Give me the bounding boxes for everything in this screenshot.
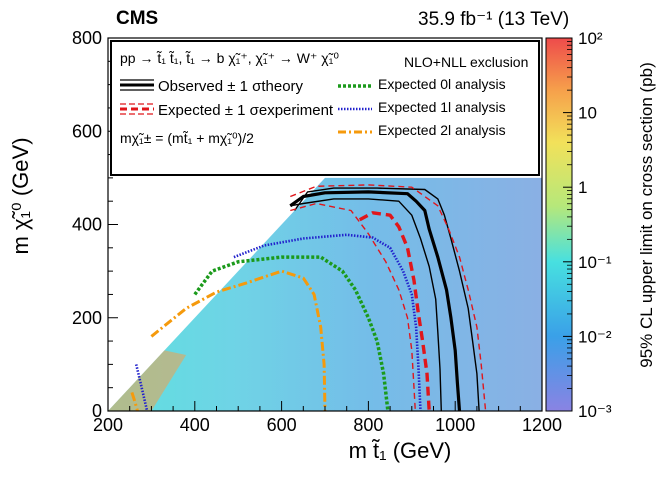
x-tick-label: 600 [267,415,297,435]
curve-observed_minus [290,198,442,411]
legend-expected: Expected ± 1 σexperiment [158,102,334,119]
experiment-label: CMS [116,8,159,29]
curve-exp1l_low [134,364,149,411]
y-axis-label: m χ̃₁⁰ (GeV) [8,137,33,254]
luminosity-label: 35.9 fb⁻¹ (13 TeV) [418,9,570,30]
z-tick-label: 10⁻² [578,327,612,346]
colorbar-ticks: 10⁻³ 10⁻² 10⁻¹ 1 10 10² [563,29,612,421]
x-tick-label: 1200 [522,415,562,435]
exclusion-curves [130,184,487,411]
legend-observed: Observed ± 1 σtheory [158,78,304,95]
heatmap-warm-corner [108,350,187,411]
x-tick-label: 400 [180,415,210,435]
legend: pp → t̃₁ t̃₁, t̃₁ → b χ̃₁⁺, χ̃₁⁺ → W⁺ χ̃… [110,40,540,176]
colorbar-label: 95% CL upper limit on cross section (pb) [637,62,656,368]
curve-observed [289,190,462,411]
x-tick-label: 800 [353,415,383,435]
expected-swatch [120,103,154,115]
x-axis-label: m t̃₁ (GeV) [349,438,452,463]
x-tick-label: 200 [93,415,123,435]
z-tick-label: 10² [578,29,603,48]
curve-exp2l [150,269,327,411]
y-tick-label: 400 [72,215,102,235]
colorbar: 10⁻³ 10⁻² 10⁻¹ 1 10 10² [545,29,612,421]
exp1l-swatch [338,107,372,111]
curve-exp1l [233,233,422,411]
exp0l-swatch [338,84,372,88]
y-tick-label: 800 [72,28,102,48]
curve-exp0l [193,255,390,411]
curve-expected [358,211,431,411]
exp2l-swatch [338,130,372,134]
curve-exp2l_low [130,391,139,411]
y-tick-label: 600 [72,121,102,141]
legend-mass-relation: mχ̃₁± = (mt̃₁ + mχ̃₁⁰)/2 [120,130,254,146]
curve-expected_plus [290,184,487,411]
z-tick-label: 10⁻¹ [578,253,612,272]
x-tick-label: 1000 [435,415,475,435]
z-tick-label: 10⁻³ [578,402,612,421]
legend-process: pp → t̃₁ t̃₁, t̃₁ → b χ̃₁⁺, χ̃₁⁺ → W⁺ χ̃… [120,50,339,66]
legend-exp2l: Expected 2l analysis [378,122,506,138]
curve-observed_plus [294,187,480,411]
colorbar-frame [545,37,573,412]
observed-swatch [120,79,154,91]
legend-exp0l: Expected 0l analysis [378,76,506,92]
y-tick-label: 0 [92,401,102,421]
x-axis: 200 400 600 800 1000 1200 [93,401,562,435]
heatmap-region [108,177,542,411]
legend-exp1l: Expected 1l analysis [378,99,506,115]
legend-nlo-label: NLO+NLL exclusion [404,54,529,70]
z-tick-label: 1 [578,178,587,197]
z-tick-label: 10 [578,104,597,123]
colorbar-gradient [546,38,572,411]
curve-expected_minus [290,202,416,411]
y-axis: 0 200 400 600 800 [72,28,118,421]
y-tick-label: 200 [72,308,102,328]
